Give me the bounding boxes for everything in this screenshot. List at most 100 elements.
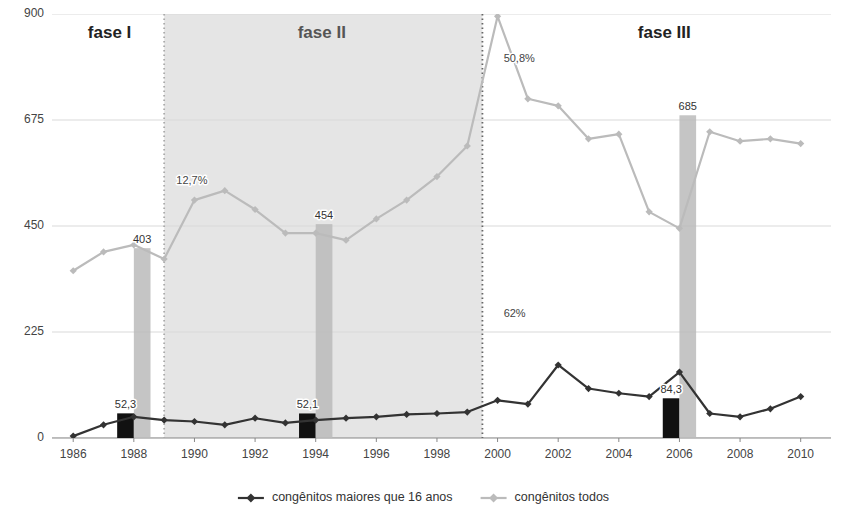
legend-label: congênitos todos [515,490,610,504]
x-tick-label: 1996 [363,447,390,461]
x-tick-label: 2008 [727,447,754,461]
region-label: fase II [298,23,346,42]
marker [342,237,349,244]
x-tick-label: 1998 [424,447,451,461]
grid-line [52,226,831,227]
bar-label: 52,1 [297,398,318,410]
y-tick-label: 225 [24,324,44,338]
x-tick [194,438,195,442]
background-layer [52,14,831,438]
annotation: 12,7% [176,174,207,186]
marker [221,421,228,428]
grid-line [52,438,831,439]
y-tick-label: 675 [24,112,44,126]
x-tick-label: 2000 [484,447,511,461]
marker [646,393,653,400]
line [73,16,800,270]
x-tick-label: 1990 [181,447,208,461]
page: {"chart_data": { "type": "line", "x": [1… [0,0,847,528]
x-tick [315,438,316,442]
marker [342,415,349,422]
y-tick-label: 450 [24,218,44,232]
marker [797,393,804,400]
line [73,365,800,436]
marks [70,14,805,438]
legend-item: congênitos todos [481,490,610,504]
marker [464,408,471,415]
x-tick [436,438,437,442]
x-tick-label: 1992 [242,447,269,461]
x-tick-label: 2010 [787,447,814,461]
y-tick-label: 900 [24,6,44,20]
marker [555,361,562,368]
data-labels: 52,3 52,1 84,3 403 454 685 [115,100,697,410]
bar-label: 403 [133,233,151,245]
marker [524,95,531,102]
marker [797,140,804,147]
annotations: fase Ifase IIfase III50,8%62%12,7% [88,23,691,320]
x-tick-label: 2004 [605,447,632,461]
marker [615,131,622,138]
marker [251,415,258,422]
marker [736,413,743,420]
marker [676,368,683,375]
legend-marker [246,494,255,503]
legend-label: congênitos maiores que 16 anos [272,490,453,504]
grid-line [52,14,831,15]
marker [433,173,440,180]
legend-marker [489,494,498,503]
grid-line [52,120,831,121]
marker [585,135,592,142]
marker [464,142,471,149]
axes: 0225450675900198619881990199219941996199… [24,6,831,461]
marker [161,255,168,262]
region-label: fase I [88,23,131,42]
marker [221,187,228,194]
marker [312,229,319,236]
x-tick-label: 2002 [545,447,572,461]
legend-item: congênitos maiores que 16 anos [238,490,453,504]
x-tick-label: 1988 [120,447,147,461]
marker [312,416,319,423]
marker [615,390,622,397]
marker [494,14,501,20]
marker [282,229,289,236]
x-tick [800,438,801,442]
x-tick [255,438,256,442]
x-tick [740,438,741,442]
bar-label: 84,3 [660,383,681,395]
bar-label: 685 [679,100,697,112]
bar [299,413,316,438]
marker [403,196,410,203]
y-tick-label: 0 [37,430,44,444]
legend: congênitos maiores que 16 anos congênitos… [238,490,609,504]
marker [161,416,168,423]
annotation: 62% [504,307,526,319]
marker [646,208,653,215]
x-tick [679,438,680,442]
bar [134,248,151,438]
x-tick [497,438,498,442]
x-tick [73,438,74,442]
marker [251,206,258,213]
marker [767,405,774,412]
grid-line [52,332,831,333]
bar [663,398,680,438]
marker [555,102,562,109]
marker [403,411,410,418]
marker [130,413,137,420]
marker [373,413,380,420]
marker [100,248,107,255]
marker [494,397,501,404]
bar [316,224,333,438]
marker [191,196,198,203]
region-label: fase III [638,23,691,42]
marker [736,138,743,145]
bar-label: 52,3 [115,398,136,410]
bar-label: 454 [315,209,333,221]
x-tick [558,438,559,442]
marker [767,135,774,142]
marker [282,419,289,426]
marker [706,410,713,417]
marker [433,410,440,417]
